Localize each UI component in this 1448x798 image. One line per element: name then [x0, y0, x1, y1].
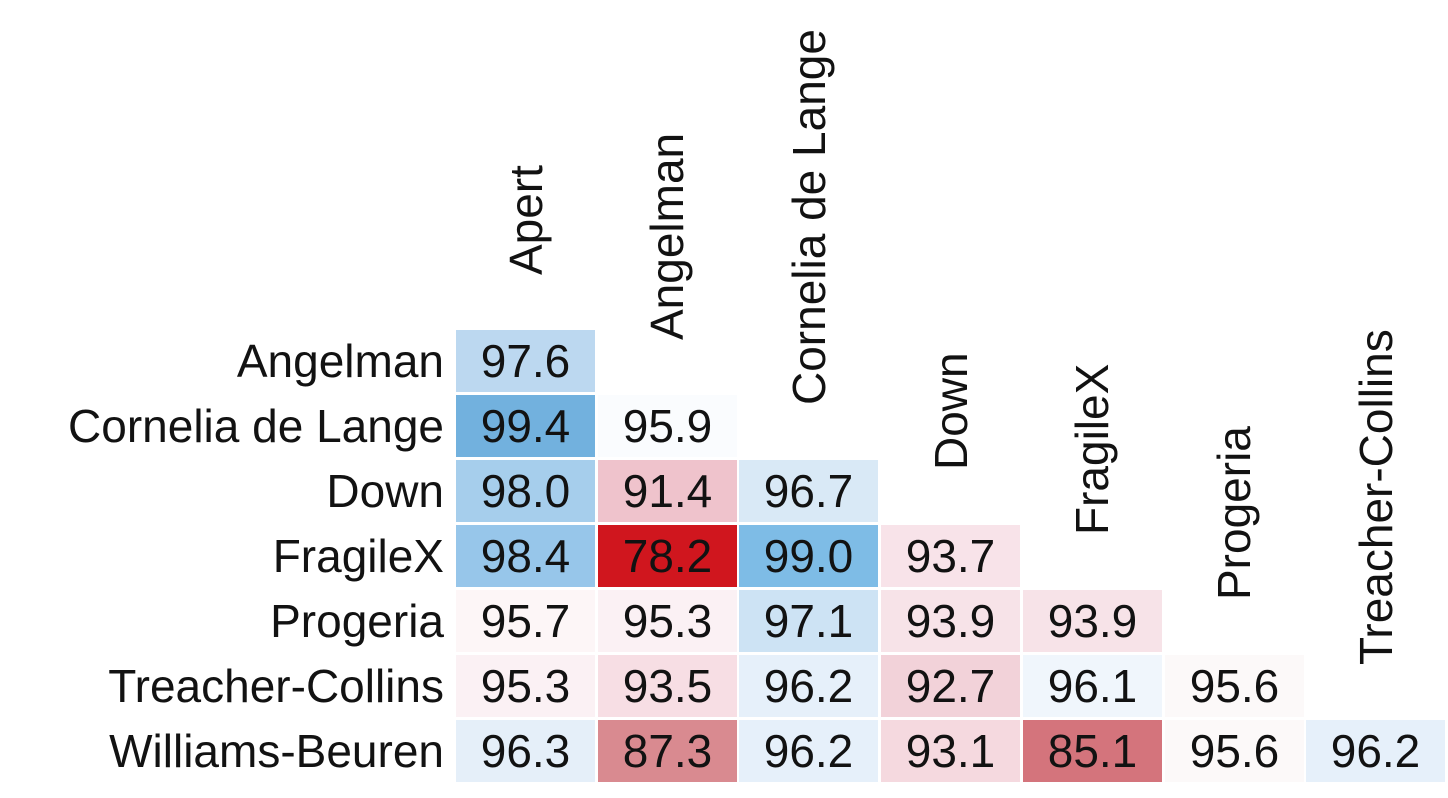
heatmap-cell: 96.7: [739, 460, 878, 522]
row-label: Down: [326, 465, 444, 517]
row-label: FragileX: [272, 530, 444, 582]
row-label: Treacher-Collins: [108, 660, 444, 712]
heatmap-cell: 91.4: [598, 460, 737, 522]
row-label: Angelman: [236, 335, 444, 387]
heatmap-cell: 96.2: [739, 720, 878, 782]
column-label: FragileX: [1066, 363, 1118, 535]
heatmap-cell: 98.4: [456, 525, 595, 587]
heatmap-cell: 96.2: [1306, 720, 1445, 782]
heatmap-cell: 95.6: [1165, 655, 1304, 717]
column-label: Down: [925, 352, 977, 470]
column-label: Angelman: [641, 132, 693, 340]
heatmap-cell: 95.3: [598, 590, 737, 652]
column-label: Cornelia de Lange: [783, 29, 835, 405]
heatmap-cell: 93.7: [881, 525, 1020, 587]
column-label: Treacher-Collins: [1350, 329, 1402, 665]
heatmap-cell: 93.9: [1023, 590, 1162, 652]
heatmap-cell: 95.6: [1165, 720, 1304, 782]
column-label: Apert: [500, 165, 552, 275]
row-label: Progeria: [270, 595, 444, 647]
heatmap-cell: 93.5: [598, 655, 737, 717]
heatmap-cell: 87.3: [598, 720, 737, 782]
heatmap-cell: 98.0: [456, 460, 595, 522]
heatmap-cell: 95.7: [456, 590, 595, 652]
heatmap-cell: 96.3: [456, 720, 595, 782]
heatmap-cell: 78.2: [598, 525, 737, 587]
heatmap-cell: 96.1: [1023, 655, 1162, 717]
heatmap-cell: 99.0: [739, 525, 878, 587]
heatmap-cell: 85.1: [1023, 720, 1162, 782]
heatmap-cell: 97.1: [739, 590, 878, 652]
row-label: Williams-Beuren: [109, 725, 444, 777]
heatmap-cell: 93.9: [881, 590, 1020, 652]
heatmap-cell: 99.4: [456, 395, 595, 457]
heatmap-cell: 95.9: [598, 395, 737, 457]
heatmap-cell: 92.7: [881, 655, 1020, 717]
heatmap-cell: 96.2: [739, 655, 878, 717]
row-label: Cornelia de Lange: [68, 400, 444, 452]
heatmap-cell: 97.6: [456, 330, 595, 392]
column-label: Progeria: [1208, 426, 1260, 600]
heatmap-cell: 93.1: [881, 720, 1020, 782]
heatmap-cell: 95.3: [456, 655, 595, 717]
